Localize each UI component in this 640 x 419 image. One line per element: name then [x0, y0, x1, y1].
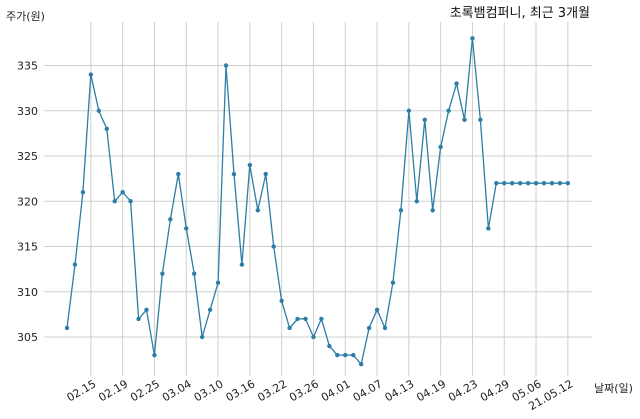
series-points-group [64, 36, 571, 367]
data-point [430, 208, 435, 213]
data-point [486, 226, 491, 231]
data-point [287, 325, 292, 331]
data-point [271, 244, 276, 249]
data-point [541, 180, 547, 186]
data-point [351, 352, 356, 358]
y-tick-label: 320 [17, 195, 38, 208]
data-point [358, 361, 364, 367]
y-tick-label: 305 [17, 331, 38, 344]
x-tick-label: 04.29 [478, 377, 512, 404]
data-point [231, 171, 237, 177]
data-point [565, 180, 571, 186]
data-point [239, 262, 245, 267]
data-point [446, 108, 451, 113]
data-point [327, 343, 332, 349]
data-point [374, 307, 380, 313]
data-point [160, 271, 165, 276]
data-point [295, 316, 300, 322]
data-point [311, 334, 316, 340]
data-point [215, 280, 221, 285]
y-tick-label: 310 [17, 286, 38, 299]
x-tick-labels: 02.1502.1902.2503.0403.1003.1603.2203.26… [65, 377, 576, 413]
data-point [168, 217, 173, 222]
data-point [207, 307, 213, 313]
data-point [478, 117, 483, 123]
data-point [557, 180, 563, 186]
chart-title: 초록뱀컴퍼니, 최근 3개월 [450, 6, 590, 21]
x-tick-label: 02.15 [65, 377, 99, 404]
data-point [462, 117, 467, 123]
data-point [398, 208, 404, 213]
data-point [128, 199, 133, 204]
x-axis-label: 날짜(일) [594, 381, 633, 395]
data-point [96, 108, 102, 113]
data-point [549, 180, 555, 186]
data-point [525, 180, 531, 186]
y-tick-label: 315 [17, 241, 38, 254]
data-point [438, 144, 443, 150]
data-point [263, 171, 268, 177]
data-point [199, 334, 205, 340]
data-point [406, 108, 412, 113]
y-gridlines [44, 65, 592, 338]
data-point [247, 162, 253, 168]
data-point [422, 117, 427, 123]
data-point [120, 190, 125, 195]
x-tick-label: 03.26 [287, 377, 321, 404]
data-point [176, 171, 181, 177]
data-point [454, 81, 459, 86]
data-point [136, 316, 141, 322]
data-point [533, 180, 539, 186]
x-gridlines [90, 22, 569, 376]
data-point [144, 307, 149, 313]
data-point [470, 36, 475, 41]
data-point [192, 271, 197, 276]
data-point [390, 280, 396, 285]
data-point [152, 352, 157, 358]
x-tick-label: 04.13 [383, 377, 417, 404]
data-point [255, 208, 260, 213]
data-point [319, 316, 324, 322]
data-point [112, 199, 117, 204]
x-tick-label: 04.07 [351, 377, 385, 404]
data-point [184, 226, 189, 231]
x-tick-label: 02.19 [96, 377, 130, 404]
x-tick-label: 03.22 [255, 377, 289, 404]
data-point [72, 262, 78, 267]
x-tick-label: 04.19 [414, 377, 448, 404]
data-point [303, 316, 308, 322]
y-tick-label: 335 [17, 60, 38, 73]
y-tick-labels: 305 310 315 320 325 330 335 [17, 60, 38, 345]
x-tick-label: 04.23 [446, 377, 480, 404]
data-point [502, 180, 507, 186]
series-line-group [66, 38, 568, 366]
x-tick-label: 02.25 [128, 377, 162, 404]
data-point [494, 180, 499, 186]
x-tick-label: 03.04 [160, 377, 194, 404]
data-point [517, 180, 523, 186]
series-line [66, 38, 568, 366]
data-point [510, 180, 515, 186]
data-point [88, 72, 94, 77]
y-tick-label: 330 [17, 105, 38, 118]
y-axis-label: 주가(원) [6, 10, 45, 23]
data-point [382, 325, 388, 331]
data-point [335, 352, 340, 358]
data-point [80, 190, 86, 195]
y-tick-label: 325 [17, 150, 38, 163]
x-tick-label: 03.16 [224, 377, 258, 404]
data-point [366, 325, 372, 331]
x-tick-label: 03.10 [192, 377, 226, 404]
data-point [279, 298, 284, 303]
data-point [223, 63, 229, 68]
data-point [343, 352, 348, 358]
data-point [104, 126, 109, 132]
data-point [64, 325, 70, 331]
data-point [414, 199, 419, 204]
x-tick-label: 04.01 [319, 377, 353, 404]
